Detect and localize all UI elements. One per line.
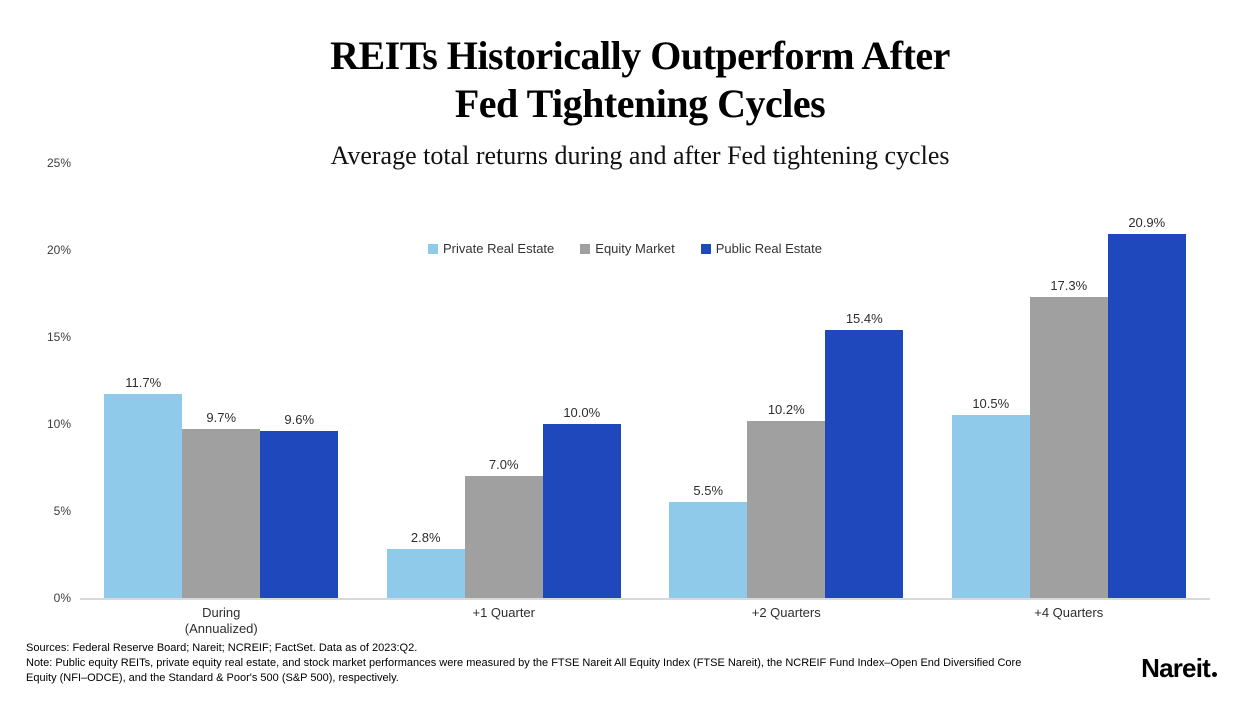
bar: 10.0% bbox=[542, 405, 621, 598]
y-axis-tick: 15% bbox=[46, 330, 71, 344]
bar: 10.5% bbox=[951, 396, 1030, 598]
legend-item: Public Real Estate bbox=[700, 241, 822, 256]
chart-legend: Private Real Estate Equity Market Public R… bbox=[0, 241, 1250, 256]
chart-title-line2: Fed Tightening Cycles bbox=[454, 81, 826, 126]
y-axis-tick: 20% bbox=[46, 243, 71, 257]
category-sublabel: (Annualized) bbox=[184, 621, 258, 637]
bar: 10.2% bbox=[747, 402, 826, 598]
bar-value-label: 11.7% bbox=[125, 375, 162, 391]
y-axis-tick: 0% bbox=[53, 591, 71, 605]
legend-swatch-icon bbox=[580, 243, 591, 254]
bar-value-label: 5.5% bbox=[693, 483, 724, 499]
category-label: During bbox=[202, 605, 241, 620]
footer: Sources: Federal Reserve Board; Nareit; … bbox=[26, 641, 1036, 686]
legend-swatch-icon bbox=[428, 243, 438, 254]
x-axis-category: +4 Quarters bbox=[928, 605, 1211, 638]
bar-value-label: 9.6% bbox=[284, 411, 315, 427]
bar: 5.5% bbox=[669, 483, 748, 598]
x-axis-category: +2 Quarters bbox=[645, 605, 928, 638]
legend-label: Private Real Estate bbox=[443, 241, 555, 256]
chart-title-line1: REITs Historically Outperform After bbox=[330, 33, 950, 78]
bar: 7.0% bbox=[464, 457, 543, 598]
bar-group: 5.5% 10.2% 15.4% bbox=[645, 163, 928, 598]
note-text: Note: Public equity REITs, private equit… bbox=[26, 657, 1022, 685]
bar-value-label: 10.5% bbox=[972, 396, 1010, 412]
nareit-logo-text: Nareit bbox=[1141, 653, 1211, 683]
bar: 20.9% bbox=[1107, 215, 1186, 598]
legend-item: Equity Market bbox=[580, 241, 675, 256]
nareit-logo: Nareit bbox=[1141, 653, 1217, 684]
logo-dot-icon bbox=[1212, 672, 1217, 677]
bar-value-label: 9.7% bbox=[206, 410, 237, 426]
legend-item: Private Real Estate bbox=[428, 241, 554, 256]
x-axis: During (Annualized) +1 Quarter +2 Quarters +… bbox=[80, 605, 1210, 638]
bar-group: 11.7% 9.7% 9.6% bbox=[80, 163, 363, 598]
bar-value-label: 2.8% bbox=[410, 530, 441, 546]
bar-group: 10.5% 17.3% 20.9% bbox=[928, 163, 1211, 598]
bar: 9.7% bbox=[182, 410, 261, 598]
bar: 11.7% bbox=[104, 375, 183, 598]
chart-header: REITs Historically Outperform After Fed … bbox=[30, 32, 1250, 171]
plot-area: 11.7% 9.7% 9.6% 2.8% 7.0% 10.0% 5.5% 10.2% 15.4%… bbox=[80, 163, 1210, 600]
y-axis-tick: 10% bbox=[46, 417, 71, 431]
category-label: +2 Quarters bbox=[751, 605, 821, 620]
y-axis-tick: 5% bbox=[53, 504, 71, 518]
bar: 2.8% bbox=[386, 530, 465, 598]
sources-text: Sources: Federal Reserve Board; Nareit; … bbox=[26, 642, 418, 654]
bar-value-label: 17.3% bbox=[1050, 277, 1088, 293]
category-label: +1 Quarter bbox=[472, 605, 535, 620]
bar: 15.4% bbox=[825, 311, 904, 598]
x-axis-category: +1 Quarter bbox=[363, 605, 646, 638]
y-axis-tick: 25% bbox=[46, 156, 71, 170]
legend-label: Equity Market bbox=[595, 241, 675, 256]
bar-value-label: 20.9% bbox=[1128, 215, 1166, 231]
legend-swatch-icon bbox=[700, 243, 711, 254]
bar: 17.3% bbox=[1029, 278, 1108, 598]
bar-group: 2.8% 7.0% 10.0% bbox=[363, 163, 646, 598]
bar-value-label: 10.0% bbox=[563, 405, 601, 420]
y-axis: 0% 5% 10% 15% 20% 25% bbox=[21, 157, 71, 604]
bar-value-label: 7.0% bbox=[488, 457, 519, 473]
bar-value-label: 15.4% bbox=[845, 311, 883, 327]
category-label: +4 Quarters bbox=[1034, 605, 1104, 620]
x-axis-category: During (Annualized) bbox=[80, 605, 363, 638]
bar: 9.6% bbox=[260, 412, 339, 598]
chart-subtitle: Average total returns during and after F… bbox=[330, 141, 950, 170]
legend-label: Public Real Estate bbox=[715, 241, 822, 256]
bar-value-label: 10.2% bbox=[767, 401, 805, 417]
